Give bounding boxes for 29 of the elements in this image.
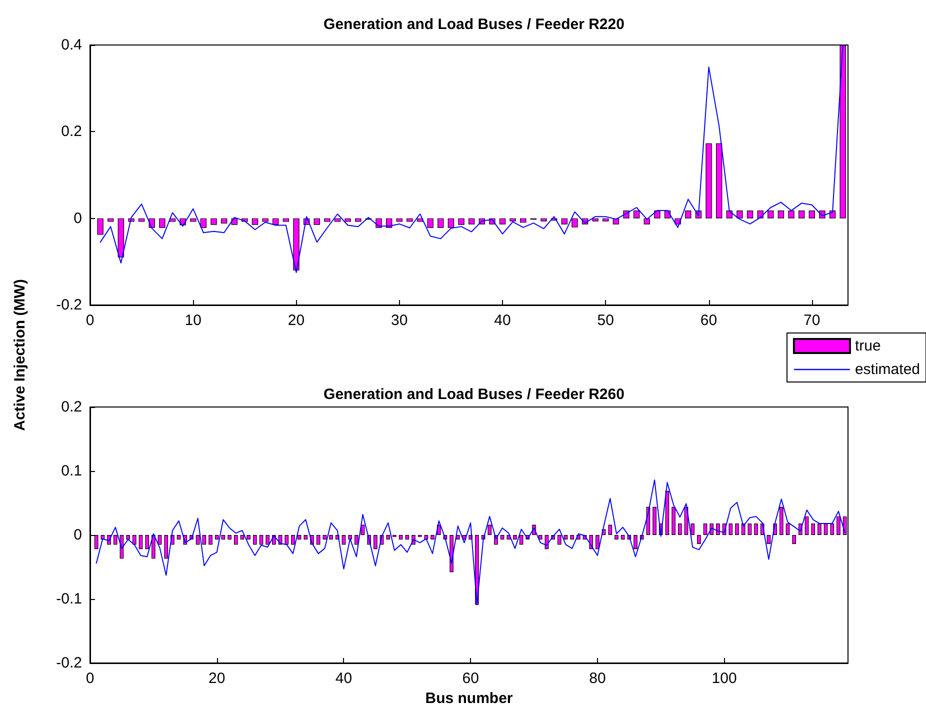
- y-tick-label: 0: [74, 210, 82, 227]
- y-tick-label: 0: [74, 526, 82, 544]
- y-tick-label: -0.2: [56, 654, 82, 672]
- x-tick-label: 0: [86, 670, 94, 687]
- y-tick-label: -0.2: [56, 296, 82, 314]
- chart-title: Generation and Load Buses / Feeder R220: [324, 16, 624, 33]
- x-tick-label: 20: [288, 312, 305, 329]
- legend-label: true: [854, 338, 881, 354]
- x-tick-label: 60: [700, 312, 718, 329]
- x-tick-label: 80: [589, 670, 606, 687]
- y-axis-title: Active Injection (MW): [12, 279, 28, 431]
- x-axis-title: Bus number: [425, 690, 513, 707]
- legend-label: estimated: [854, 361, 920, 378]
- y-tick-label: 0.1: [61, 462, 82, 480]
- y-tick-label: 0.2: [61, 123, 82, 140]
- x-tick-label: 10: [184, 312, 202, 329]
- y-tick-label: -0.1: [56, 590, 82, 608]
- x-tick-label: 40: [335, 670, 352, 687]
- y-tick-label: 0.2: [61, 398, 82, 416]
- x-tick-label: 0: [86, 312, 94, 329]
- chart-title: Generation and Load Buses / Feeder R260: [324, 386, 624, 403]
- x-tick-label: 50: [597, 312, 614, 329]
- x-tick-label: 20: [208, 670, 226, 687]
- x-tick-label: 60: [462, 670, 479, 687]
- x-tick-label: 70: [804, 312, 820, 329]
- x-tick-label: 40: [494, 312, 511, 329]
- x-tick-label: 30: [391, 312, 408, 329]
- x-tick-label: 100: [712, 670, 737, 687]
- y-tick-label: 0.4: [61, 36, 82, 54]
